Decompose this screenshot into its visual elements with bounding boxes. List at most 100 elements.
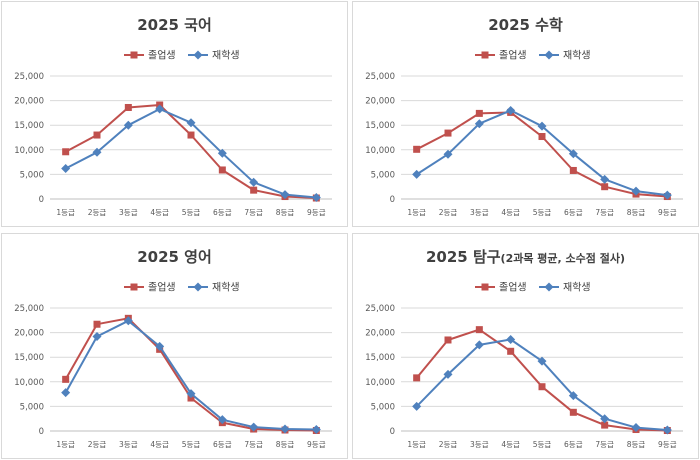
data-point: [187, 131, 195, 139]
data-point: [217, 148, 227, 158]
x-tick-label: 1등급: [407, 208, 426, 217]
data-point: [249, 177, 259, 187]
data-point: [443, 369, 453, 379]
data-point: [600, 414, 610, 424]
x-tick-label: 6등급: [564, 440, 583, 449]
data-point: [538, 383, 546, 391]
x-tick-label: 5등급: [533, 440, 552, 449]
chart-title-main: 2025 수학: [488, 16, 563, 34]
chart-svg: 2025 탐구(2과목 평균, 소수점 절사) 졸업생 재학생 0 5,000 10,00…: [365, 248, 683, 449]
legend-label: 재학생: [563, 50, 591, 62]
chart-title-main: 2025 국어: [137, 16, 212, 34]
data-point: [186, 118, 196, 128]
y-tick-label: 10,000: [365, 378, 395, 388]
x-tick-label: 7등급: [244, 440, 263, 449]
y-tick-label: 20,000: [365, 97, 395, 107]
data-point: [412, 169, 422, 179]
data-point: [601, 421, 609, 429]
data-point: [506, 334, 516, 344]
chart-legend: 졸업생 재학생: [124, 281, 240, 294]
data-point: [311, 193, 321, 203]
x-tick-label: 4등급: [501, 208, 520, 217]
data-point: [92, 147, 102, 157]
x-tick-label: 9등급: [307, 440, 326, 449]
legend-label: 졸업생: [499, 49, 527, 62]
chart-title-main: 2025 탐구: [426, 248, 501, 266]
legend-label: 재학생: [212, 282, 240, 294]
data-point: [123, 316, 133, 326]
data-point: [155, 341, 165, 351]
data-point: [250, 186, 258, 194]
chart-legend: 졸업생 재학생: [475, 49, 591, 62]
data-point: [280, 424, 290, 434]
chart-panel-math: 2025 수학 졸업생 재학생 0 5,000 10,000 15,000 20,000 25,…: [352, 1, 699, 227]
x-tick-label: 8등급: [627, 208, 646, 217]
data-point: [311, 425, 321, 435]
y-tick-label: 0: [39, 195, 44, 205]
data-point: [444, 129, 452, 137]
data-point: [474, 119, 484, 129]
data-point: [631, 423, 641, 433]
y-tick-label: 10,000: [365, 146, 395, 156]
y-tick-label: 25,000: [365, 72, 395, 82]
y-tick-label: 25,000: [365, 304, 395, 314]
x-tick-label: 9등급: [307, 208, 326, 217]
data-point: [568, 391, 578, 401]
legend-label: 졸업생: [499, 281, 527, 294]
data-point: [155, 104, 165, 114]
chart-title-sub: (2과목 평균, 소수점 절사): [501, 251, 625, 265]
x-tick-label: 4등급: [150, 208, 169, 217]
x-tick-label: 2등급: [88, 208, 107, 217]
y-tick-label: 0: [390, 427, 395, 437]
data-point: [249, 422, 259, 432]
data-point: [62, 148, 70, 156]
series-line-graduates: [415, 328, 668, 432]
y-tick-label: 20,000: [365, 329, 395, 339]
data-point: [569, 408, 577, 416]
data-point: [413, 145, 421, 153]
chart-panel-english: 2025 영어 졸업생 재학생 0 5,000 10,000 15,000 20,000 25,…: [1, 233, 348, 459]
x-tick-label: 8등급: [276, 440, 295, 449]
legend-marker-1: [544, 50, 554, 60]
data-point: [444, 336, 452, 344]
chart-legend: 졸업생 재학생: [124, 49, 240, 62]
data-point: [412, 401, 422, 411]
data-point: [62, 375, 70, 383]
y-tick-label: 20,000: [14, 329, 44, 339]
x-tick-label: 8등급: [627, 440, 646, 449]
y-tick-label: 20,000: [14, 97, 44, 107]
data-point: [601, 183, 609, 191]
data-point: [61, 163, 71, 173]
y-tick-label: 5,000: [371, 402, 395, 412]
data-point: [537, 121, 547, 131]
data-point: [124, 103, 132, 111]
chart-panel-inquiry: 2025 탐구(2과목 평균, 소수점 절사) 졸업생 재학생 0 5,000 10,00…: [352, 233, 699, 459]
legend-marker-0: [130, 51, 138, 59]
x-tick-label: 5등급: [182, 208, 201, 217]
legend-marker-1: [544, 282, 554, 292]
data-point: [538, 133, 546, 141]
chart-title-main: 2025 영어: [137, 248, 212, 266]
data-point: [61, 388, 71, 398]
x-tick-label: 3등급: [119, 440, 138, 449]
series-line-current: [64, 319, 317, 431]
x-tick-label: 9등급: [658, 440, 677, 449]
x-tick-label: 1등급: [407, 440, 426, 449]
y-tick-label: 25,000: [14, 72, 44, 82]
legend-label: 졸업생: [148, 49, 176, 62]
x-tick-label: 7등급: [595, 440, 614, 449]
legend-marker-0: [481, 283, 489, 291]
x-tick-label: 6등급: [213, 440, 232, 449]
data-point: [217, 415, 227, 425]
data-point: [475, 326, 483, 334]
x-tick-label: 5등급: [182, 440, 201, 449]
data-point: [186, 389, 196, 399]
legend-marker-0: [130, 283, 138, 291]
x-tick-label: 4등급: [150, 440, 169, 449]
series-line-graduates: [64, 317, 317, 432]
legend-marker-1: [193, 50, 203, 60]
legend-label: 재학생: [563, 282, 591, 294]
chart-legend: 졸업생 재학생: [475, 281, 591, 294]
data-point: [475, 109, 483, 117]
